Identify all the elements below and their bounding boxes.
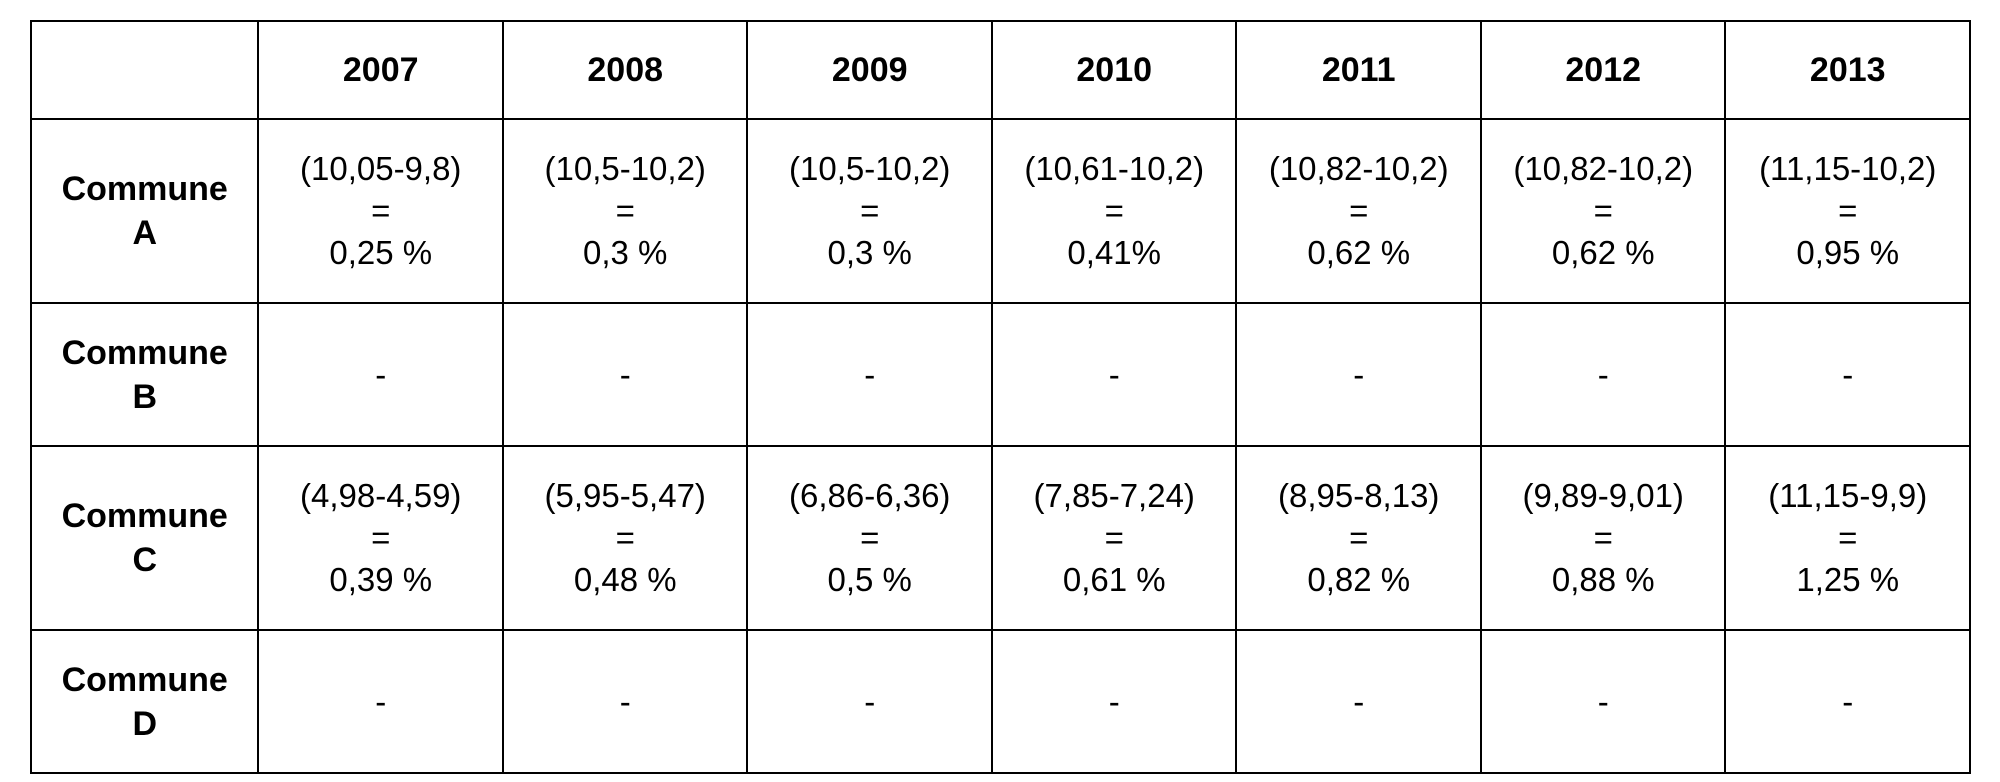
- cell-result: 0,39 %: [329, 561, 433, 598]
- cell-result: 0,62 %: [1307, 234, 1411, 271]
- cell-formula: (9,89-9,01): [1522, 477, 1684, 514]
- table-cell: (10,82-10,2) = 0,62 %: [1479, 118, 1727, 304]
- row-label-line2: C: [132, 541, 158, 579]
- year-header: 2013: [1724, 20, 1971, 120]
- table-row-commune-b: Commune B - - - - - - -: [29, 302, 1971, 447]
- cell-equals: =: [1349, 519, 1369, 556]
- row-label: Commune B: [29, 302, 260, 447]
- cell-equals: =: [1593, 192, 1613, 229]
- year-header: 2009: [746, 20, 993, 120]
- table-cell: (11,15-9,9) = 1,25 %: [1724, 445, 1971, 631]
- year-header: 2008: [501, 20, 749, 120]
- cell-formula: (10,5-10,2): [789, 150, 951, 187]
- row-label: Commune A: [29, 118, 260, 304]
- cell-result: 0,25 %: [329, 234, 433, 271]
- table-cell: (10,5-10,2) = 0,3 %: [501, 118, 749, 304]
- row-label-line2: A: [132, 214, 158, 252]
- data-table: 2007 2008 2009 2010 2011 2012 2013 Commu…: [29, 20, 1971, 774]
- table-cell-empty: -: [1479, 302, 1727, 447]
- cell-equals: =: [615, 192, 635, 229]
- cell-equals: =: [1104, 519, 1124, 556]
- corner-cell: [29, 20, 260, 120]
- table-cell: (10,61-10,2) = 0,41%: [990, 118, 1238, 304]
- row-label: Commune C: [29, 445, 260, 631]
- row-label-line1: Commune: [61, 170, 228, 208]
- table-cell: (7,85-7,24) = 0,61 %: [990, 445, 1238, 631]
- table-row-commune-d: Commune D - - - - - - -: [29, 629, 1971, 774]
- row-label-line2: B: [132, 377, 158, 416]
- table-row-commune-a: Commune A (10,05-9,8) = 0,25 % (10,5-10,2)…: [29, 118, 1971, 304]
- cell-equals: =: [1349, 192, 1369, 229]
- cell-formula: (7,85-7,24): [1033, 477, 1195, 514]
- cell-equals: =: [1838, 519, 1858, 556]
- cell-formula: (6,86-6,36): [789, 477, 951, 514]
- cell-result: 0,61 %: [1062, 561, 1166, 598]
- table-cell-empty: -: [1235, 629, 1482, 774]
- cell-formula: (4,98-4,59): [300, 477, 462, 514]
- row-label-line2: D: [132, 704, 158, 743]
- table-cell-empty: -: [1724, 302, 1971, 447]
- table-cell: (10,05-9,8) = 0,25 %: [257, 118, 504, 304]
- table-cell: (9,89-9,01) = 0,88 %: [1479, 445, 1727, 631]
- cell-equals: =: [615, 519, 635, 556]
- table-cell-empty: -: [501, 302, 749, 447]
- cell-result: 0,95 %: [1796, 234, 1900, 271]
- cell-formula: (10,5-10,2): [544, 150, 706, 187]
- cell-equals: =: [1104, 192, 1124, 229]
- table-cell: (10,5-10,2) = 0,3 %: [746, 118, 993, 304]
- cell-result: 0,3 %: [827, 234, 912, 271]
- cell-formula: (11,15-9,9): [1768, 477, 1928, 514]
- table-cell-empty: -: [501, 629, 749, 774]
- table-cell-empty: -: [990, 629, 1238, 774]
- cell-equals: =: [1593, 519, 1613, 556]
- year-header: 2011: [1235, 20, 1482, 120]
- year-header: 2010: [990, 20, 1238, 120]
- cell-formula: (10,82-10,2): [1513, 150, 1694, 187]
- cell-equals: =: [371, 192, 391, 229]
- table-cell: (8,95-8,13) = 0,82 %: [1235, 445, 1482, 631]
- header-row: 2007 2008 2009 2010 2011 2012 2013: [29, 20, 1971, 120]
- table-cell-empty: -: [1235, 302, 1482, 447]
- table-cell: (5,95-5,47) = 0,48 %: [501, 445, 749, 631]
- table-cell-empty: -: [746, 629, 993, 774]
- table-cell: (10,82-10,2) = 0,62 %: [1235, 118, 1482, 304]
- cell-result: 0,88 %: [1551, 561, 1655, 598]
- table-cell: (11,15-10,2) = 0,95 %: [1724, 118, 1971, 304]
- row-label-line1: Commune: [61, 497, 228, 535]
- row-label-line1: Commune: [61, 333, 228, 372]
- table-cell: (6,86-6,36) = 0,5 %: [746, 445, 993, 631]
- cell-formula: (11,15-10,2): [1759, 150, 1937, 187]
- cell-result: 0,48 %: [573, 561, 677, 598]
- cell-equals: =: [860, 519, 880, 556]
- cell-formula: (8,95-8,13): [1278, 477, 1440, 514]
- cell-formula: (10,05-9,8): [300, 150, 462, 187]
- cell-result: 0,82 %: [1307, 561, 1411, 598]
- cell-equals: =: [1838, 192, 1858, 229]
- table-cell-empty: -: [1724, 629, 1971, 774]
- table-cell-empty: -: [746, 302, 993, 447]
- table-cell-empty: -: [1479, 629, 1727, 774]
- row-label-line1: Commune: [61, 660, 228, 699]
- cell-formula: (10,82-10,2): [1268, 150, 1449, 187]
- cell-result: 1,25 %: [1796, 561, 1900, 598]
- year-header: 2012: [1479, 20, 1727, 120]
- cell-formula: (10,61-10,2): [1024, 150, 1205, 187]
- table-cell-empty: -: [257, 302, 504, 447]
- table-row-commune-c: Commune C (4,98-4,59) = 0,39 % (5,95-5,47)…: [29, 445, 1971, 631]
- table-cell: (4,98-4,59) = 0,39 %: [257, 445, 504, 631]
- table-cell-empty: -: [257, 629, 504, 774]
- row-label: Commune D: [29, 629, 260, 774]
- cell-result: 0,41%: [1067, 234, 1161, 271]
- cell-formula: (5,95-5,47): [544, 477, 706, 514]
- year-header: 2007: [257, 20, 504, 120]
- cell-result: 0,5 %: [827, 561, 912, 598]
- cell-result: 0,3 %: [583, 234, 668, 271]
- cell-equals: =: [371, 519, 391, 556]
- table-cell-empty: -: [990, 302, 1238, 447]
- cell-result: 0,62 %: [1551, 234, 1655, 271]
- cell-equals: =: [860, 192, 880, 229]
